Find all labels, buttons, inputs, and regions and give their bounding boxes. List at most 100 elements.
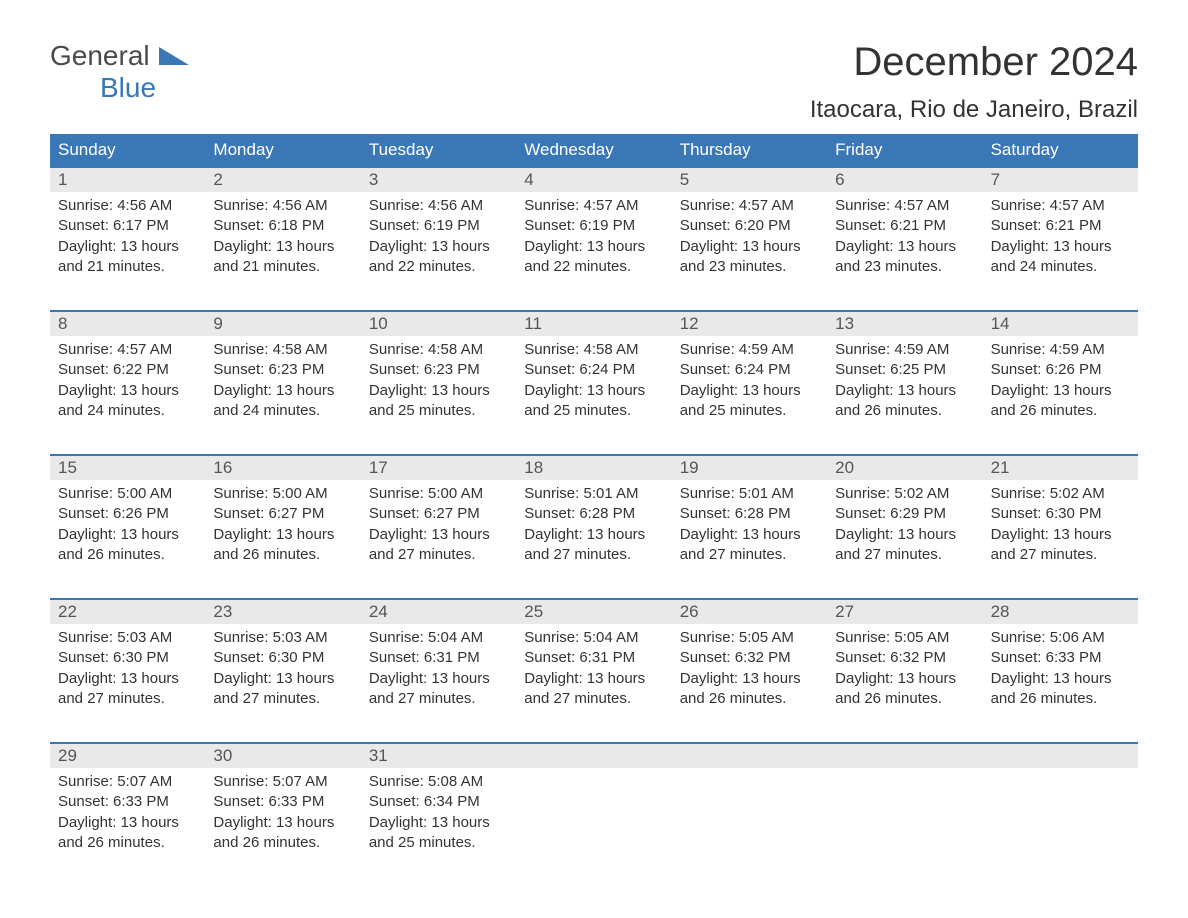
day-cell: Sunrise: 4:57 AMSunset: 6:22 PMDaylight:… [50, 336, 205, 434]
day-cell: Sunrise: 5:01 AMSunset: 6:28 PMDaylight:… [672, 480, 827, 578]
sunset-line: Sunset: 6:30 PM [58, 648, 197, 668]
sunrise-line: Sunrise: 5:01 AM [680, 484, 819, 504]
sunset-line: Sunset: 6:26 PM [58, 504, 197, 524]
day-number: 30 [205, 744, 360, 768]
day-cell: Sunrise: 4:57 AMSunset: 6:19 PMDaylight:… [516, 192, 671, 290]
sunrise-line: Sunrise: 5:01 AM [524, 484, 663, 504]
sunrise-line: Sunrise: 5:02 AM [835, 484, 974, 504]
sunset-line: Sunset: 6:17 PM [58, 216, 197, 236]
day-cell [672, 768, 827, 866]
week-row: 1234567Sunrise: 4:56 AMSunset: 6:17 PMDa… [50, 166, 1138, 290]
week-row: 22232425262728Sunrise: 5:03 AMSunset: 6:… [50, 598, 1138, 722]
day-number [827, 744, 982, 768]
daylight-line: Daylight: 13 hours and 24 minutes. [213, 381, 352, 422]
sunset-line: Sunset: 6:20 PM [680, 216, 819, 236]
daylight-line: Daylight: 13 hours and 24 minutes. [991, 237, 1130, 278]
sunrise-line: Sunrise: 4:59 AM [991, 340, 1130, 360]
sunset-line: Sunset: 6:21 PM [991, 216, 1130, 236]
sunrise-line: Sunrise: 5:07 AM [213, 772, 352, 792]
day-number: 7 [983, 168, 1138, 192]
day-header-sunday: Sunday [50, 134, 205, 166]
daylight-line: Daylight: 13 hours and 26 minutes. [991, 669, 1130, 710]
daylight-line: Daylight: 13 hours and 26 minutes. [835, 381, 974, 422]
daylight-line: Daylight: 13 hours and 25 minutes. [369, 813, 508, 854]
sunset-line: Sunset: 6:30 PM [213, 648, 352, 668]
sunrise-line: Sunrise: 5:07 AM [58, 772, 197, 792]
day-number: 9 [205, 312, 360, 336]
day-cell: Sunrise: 5:06 AMSunset: 6:33 PMDaylight:… [983, 624, 1138, 722]
daylight-line: Daylight: 13 hours and 23 minutes. [680, 237, 819, 278]
day-number: 11 [516, 312, 671, 336]
day-cell: Sunrise: 4:58 AMSunset: 6:24 PMDaylight:… [516, 336, 671, 434]
day-cell: Sunrise: 4:56 AMSunset: 6:17 PMDaylight:… [50, 192, 205, 290]
week-row: 15161718192021Sunrise: 5:00 AMSunset: 6:… [50, 454, 1138, 578]
daylight-line: Daylight: 13 hours and 22 minutes. [524, 237, 663, 278]
day-number: 20 [827, 456, 982, 480]
sunrise-line: Sunrise: 5:06 AM [991, 628, 1130, 648]
sunset-line: Sunset: 6:30 PM [991, 504, 1130, 524]
daylight-line: Daylight: 13 hours and 25 minutes. [524, 381, 663, 422]
day-number: 25 [516, 600, 671, 624]
sunset-line: Sunset: 6:32 PM [680, 648, 819, 668]
sunset-line: Sunset: 6:26 PM [991, 360, 1130, 380]
day-cell: Sunrise: 4:56 AMSunset: 6:19 PMDaylight:… [361, 192, 516, 290]
day-header-wednesday: Wednesday [516, 134, 671, 166]
day-cell: Sunrise: 5:05 AMSunset: 6:32 PMDaylight:… [827, 624, 982, 722]
day-number: 19 [672, 456, 827, 480]
day-number: 22 [50, 600, 205, 624]
day-number: 24 [361, 600, 516, 624]
day-number: 13 [827, 312, 982, 336]
day-cell: Sunrise: 4:56 AMSunset: 6:18 PMDaylight:… [205, 192, 360, 290]
month-title: December 2024 [810, 40, 1138, 84]
day-header-saturday: Saturday [983, 134, 1138, 166]
day-cell: Sunrise: 4:59 AMSunset: 6:24 PMDaylight:… [672, 336, 827, 434]
sunset-line: Sunset: 6:31 PM [524, 648, 663, 668]
sunset-line: Sunset: 6:33 PM [213, 792, 352, 812]
daylight-line: Daylight: 13 hours and 27 minutes. [524, 669, 663, 710]
daylight-line: Daylight: 13 hours and 26 minutes. [58, 525, 197, 566]
week-row: 891011121314Sunrise: 4:57 AMSunset: 6:22… [50, 310, 1138, 434]
day-cell: Sunrise: 4:57 AMSunset: 6:20 PMDaylight:… [672, 192, 827, 290]
sunrise-line: Sunrise: 4:59 AM [835, 340, 974, 360]
daynum-row: 1234567 [50, 168, 1138, 192]
daylight-line: Daylight: 13 hours and 26 minutes. [213, 813, 352, 854]
day-number: 17 [361, 456, 516, 480]
day-number: 29 [50, 744, 205, 768]
day-cell: Sunrise: 5:00 AMSunset: 6:27 PMDaylight:… [205, 480, 360, 578]
sunset-line: Sunset: 6:34 PM [369, 792, 508, 812]
sunrise-line: Sunrise: 4:58 AM [369, 340, 508, 360]
daylight-line: Daylight: 13 hours and 27 minutes. [835, 525, 974, 566]
weeks-container: 1234567Sunrise: 4:56 AMSunset: 6:17 PMDa… [50, 166, 1138, 866]
sunset-line: Sunset: 6:31 PM [369, 648, 508, 668]
day-number: 31 [361, 744, 516, 768]
daylight-line: Daylight: 13 hours and 26 minutes. [835, 669, 974, 710]
sunset-line: Sunset: 6:22 PM [58, 360, 197, 380]
day-header-row: Sunday Monday Tuesday Wednesday Thursday… [50, 134, 1138, 166]
day-number: 4 [516, 168, 671, 192]
sunrise-line: Sunrise: 4:57 AM [835, 196, 974, 216]
day-number: 12 [672, 312, 827, 336]
sunrise-line: Sunrise: 5:00 AM [369, 484, 508, 504]
daylight-line: Daylight: 13 hours and 22 minutes. [369, 237, 508, 278]
logo-text-blue: Blue [100, 72, 189, 104]
sunrise-line: Sunrise: 5:05 AM [835, 628, 974, 648]
daylight-line: Daylight: 13 hours and 25 minutes. [680, 381, 819, 422]
sunrise-line: Sunrise: 5:00 AM [58, 484, 197, 504]
day-number: 28 [983, 600, 1138, 624]
daynum-row: 891011121314 [50, 312, 1138, 336]
day-number [672, 744, 827, 768]
day-header-thursday: Thursday [672, 134, 827, 166]
sunrise-line: Sunrise: 4:57 AM [58, 340, 197, 360]
daynum-row: 293031 [50, 744, 1138, 768]
logo-text-general: General [50, 40, 150, 71]
day-cell: Sunrise: 5:03 AMSunset: 6:30 PMDaylight:… [205, 624, 360, 722]
day-cell: Sunrise: 5:04 AMSunset: 6:31 PMDaylight:… [516, 624, 671, 722]
sunrise-line: Sunrise: 5:08 AM [369, 772, 508, 792]
day-cell: Sunrise: 4:59 AMSunset: 6:26 PMDaylight:… [983, 336, 1138, 434]
daynum-row: 22232425262728 [50, 600, 1138, 624]
sunset-line: Sunset: 6:32 PM [835, 648, 974, 668]
day-number: 15 [50, 456, 205, 480]
day-number: 1 [50, 168, 205, 192]
logo: General Blue [50, 40, 189, 104]
day-number: 26 [672, 600, 827, 624]
